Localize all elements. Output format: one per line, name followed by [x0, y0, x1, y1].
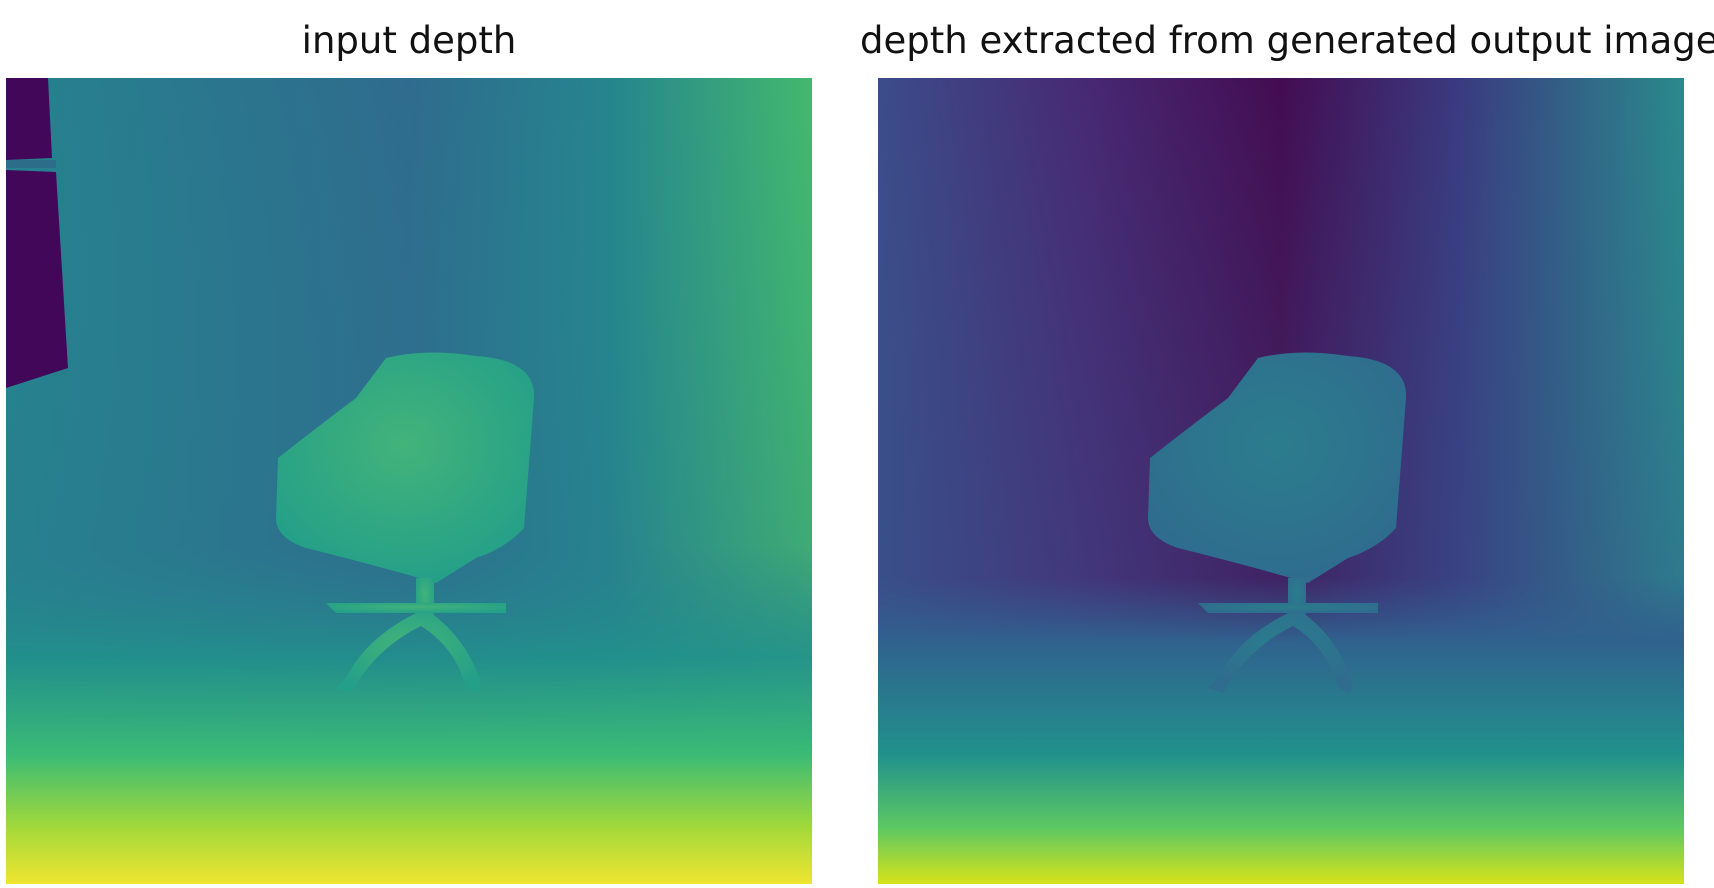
- chair-shape: [276, 352, 535, 693]
- chair-shape: [1148, 352, 1407, 693]
- output-depth-map: [878, 78, 1684, 884]
- input-depth-map: [6, 78, 812, 884]
- input-depth-image: [6, 78, 812, 884]
- output-depth-image: [878, 78, 1684, 884]
- panel-title-input-depth: input depth: [301, 19, 517, 62]
- panel-title-output-depth: depth extracted from generated output im…: [860, 19, 1714, 62]
